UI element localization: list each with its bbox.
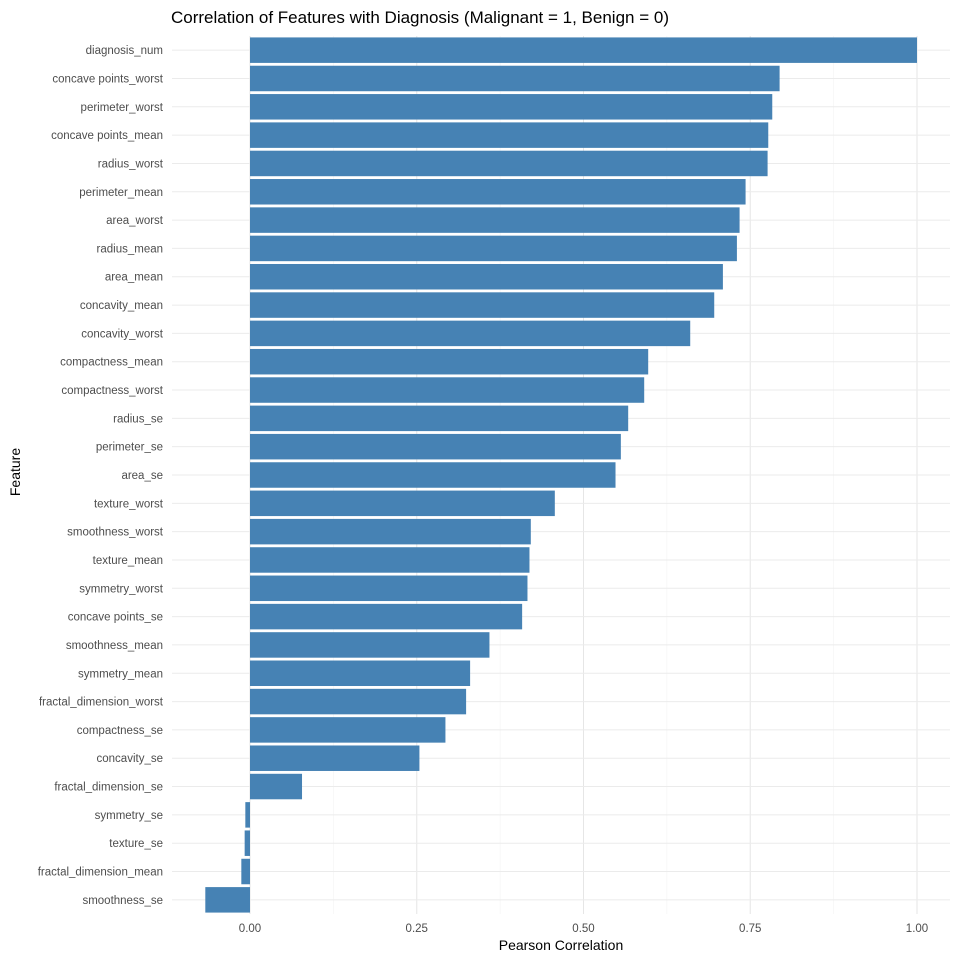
category-label: concavity_se [97, 753, 163, 765]
category-label: compactness_mean [60, 357, 163, 369]
bar [250, 65, 780, 92]
category-label: symmetry_mean [78, 668, 163, 680]
bar [250, 717, 446, 743]
category-label: perimeter_worst [81, 102, 164, 114]
bar [250, 122, 769, 148]
category-label: area_worst [106, 215, 164, 227]
bar [250, 263, 723, 290]
category-label: perimeter_mean [79, 187, 163, 199]
category-label: symmetry_se [95, 810, 163, 822]
bar [245, 802, 250, 828]
bar [250, 348, 649, 375]
bar [250, 688, 467, 715]
category-label: smoothness_mean [66, 640, 163, 652]
x-tick-label: 0.75 [739, 923, 761, 935]
category-label: concavity_worst [81, 328, 164, 340]
bar [250, 632, 490, 658]
category-label: compactness_worst [61, 385, 163, 397]
x-tick-label: 0.50 [572, 923, 594, 935]
bar [250, 179, 746, 205]
bar [250, 37, 917, 63]
x-tick-label: 0.25 [406, 923, 428, 935]
bar [250, 575, 528, 602]
bar [250, 660, 471, 687]
category-label: texture_se [109, 838, 163, 850]
bar [250, 745, 420, 771]
y-axis-title: Feature [7, 448, 23, 496]
category-label: concavity_mean [80, 300, 163, 312]
category-label: diagnosis_num [86, 45, 163, 57]
category-label: concave points_worst [52, 73, 163, 85]
bar [250, 462, 616, 488]
bar [250, 320, 691, 347]
category-label: fractal_dimension_se [54, 782, 163, 794]
bar [244, 830, 250, 856]
category-label: texture_worst [94, 498, 164, 510]
bar [250, 94, 773, 120]
chart-title: Correlation of Features with Diagnosis (… [171, 8, 669, 27]
category-label: symmetry_worst [79, 583, 164, 595]
x-axis-title: Pearson Correlation [499, 937, 624, 953]
bar [250, 292, 715, 318]
category-label: radius_mean [97, 243, 163, 255]
bar [250, 235, 737, 262]
x-tick-label: 0.00 [239, 923, 261, 935]
bar [250, 377, 645, 403]
bar [250, 433, 621, 460]
x-tick-labels: 0.00 0.25 0.50 0.75 1.00 [239, 923, 928, 935]
category-label: radius_worst [98, 158, 164, 170]
bar [250, 405, 629, 432]
category-label: area_se [121, 470, 163, 482]
bar [241, 858, 250, 885]
category-label: concave points_mean [51, 130, 163, 142]
category-label: texture_mean [93, 555, 163, 567]
category-label: perimeter_se [96, 442, 163, 454]
bar [250, 547, 530, 573]
bar [250, 773, 303, 800]
x-tick-label: 1.00 [906, 923, 928, 935]
category-label: fractal_dimension_mean [38, 867, 163, 879]
bar [250, 207, 740, 233]
bar-layer [205, 37, 917, 913]
bar [250, 150, 768, 177]
category-label: concave points_se [68, 612, 163, 624]
category-label: area_mean [105, 272, 163, 284]
bar [250, 518, 531, 545]
bar [205, 887, 250, 913]
category-label: radius_se [113, 413, 163, 425]
category-label: compactness_se [77, 725, 163, 737]
category-label: smoothness_se [82, 895, 163, 907]
category-label: smoothness_worst [67, 527, 164, 539]
category-label: fractal_dimension_worst [39, 697, 164, 709]
bar [250, 603, 523, 630]
bar [250, 490, 555, 517]
